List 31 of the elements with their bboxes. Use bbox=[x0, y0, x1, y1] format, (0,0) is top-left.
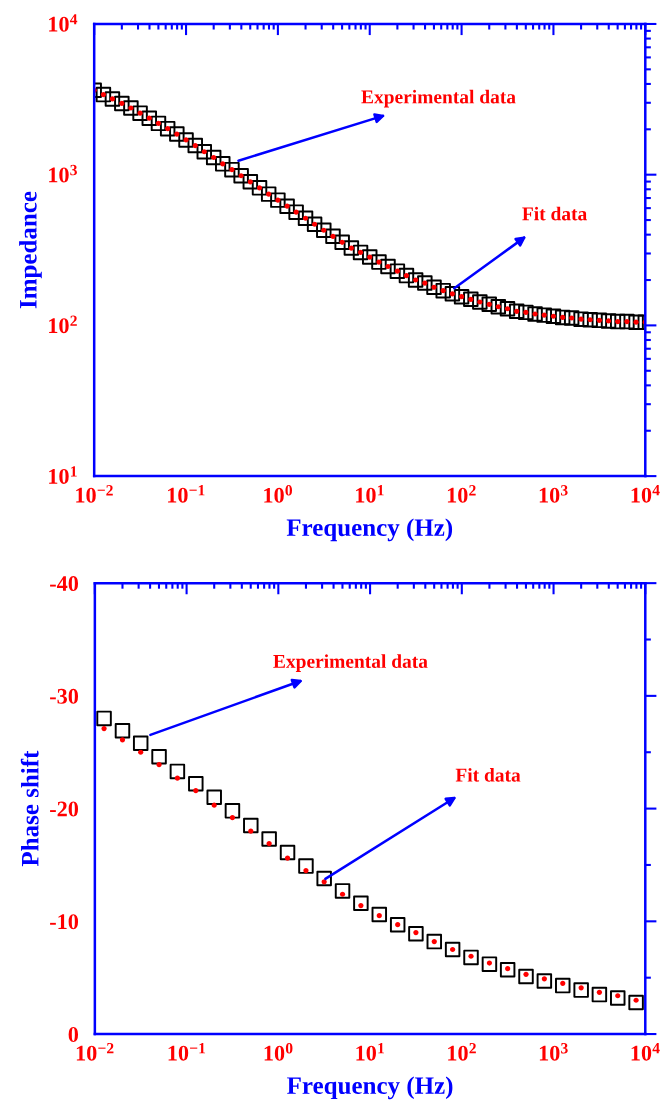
y-tick-label: -30 bbox=[50, 688, 79, 704]
x-tick-label: 10$^{−1}$ bbox=[168, 1043, 206, 1061]
annotation: Experimental data bbox=[361, 89, 516, 108]
y-axis-title: Phase shift bbox=[20, 750, 39, 867]
x-tick-label: 10$^{1}$ bbox=[356, 1043, 384, 1061]
y-tick-label: -20 bbox=[50, 801, 79, 817]
x-tick-label: 10$^{4}$ bbox=[631, 485, 660, 503]
y-tick-label: -10 bbox=[50, 914, 79, 930]
x-tick-label: 10$^{4}$ bbox=[631, 1043, 660, 1061]
x-axis-title: Frequency (Hz) bbox=[287, 1076, 453, 1100]
x-tick-label: 10$^{1}$ bbox=[356, 485, 384, 503]
x-tick-label: 10$^{−2}$ bbox=[76, 1043, 114, 1061]
x-tick-label: 10$^{−1}$ bbox=[168, 485, 205, 503]
y-tick-label: 10$^{2}$ bbox=[49, 315, 77, 334]
x-axis-title: Frequency (Hz) bbox=[286, 518, 453, 542]
annotation: Fit data bbox=[455, 768, 521, 782]
y-tick-label: 10$^{4}$ bbox=[49, 14, 78, 32]
annotation: Fit data bbox=[522, 206, 587, 221]
y-tick-label: -40 bbox=[50, 576, 79, 592]
x-tick-label: 10$^{0}$ bbox=[264, 485, 293, 503]
x-tick-label: 10$^{2}$ bbox=[448, 1043, 476, 1061]
x-tick-label: 10$^{3}$ bbox=[539, 485, 568, 503]
x-tick-label: 10$^{0}$ bbox=[264, 1043, 293, 1061]
annotation: Experimental data bbox=[273, 654, 428, 672]
y-tick-label: 10$^{1}$ bbox=[49, 466, 77, 484]
y-tick-label: 10$^{3}$ bbox=[49, 164, 77, 183]
x-tick-label: 10$^{−2}$ bbox=[76, 485, 113, 503]
y-tick-label: 0 bbox=[68, 1026, 79, 1042]
x-tick-label: 10$^{3}$ bbox=[539, 1043, 568, 1061]
y-axis-title: Impedance bbox=[19, 191, 42, 309]
x-tick-label: 10$^{2}$ bbox=[447, 485, 476, 503]
